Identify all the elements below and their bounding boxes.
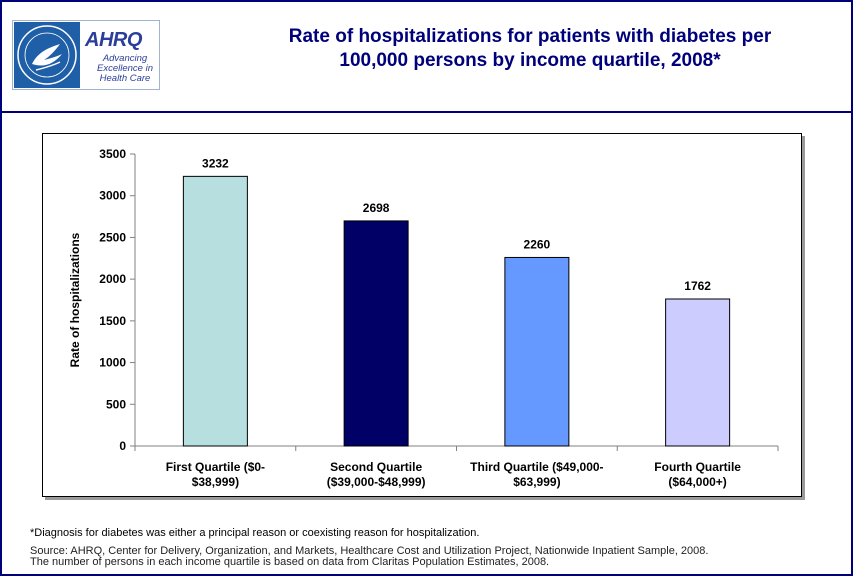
data-label: 1762 — [684, 279, 711, 293]
header-divider — [2, 111, 851, 113]
x-tick-label: $63,999) — [513, 475, 560, 489]
chart-bars — [182, 175, 731, 447]
data-label: 2260 — [524, 237, 551, 251]
y-tick-label: 0 — [119, 439, 126, 453]
source-line-2: The number of persons in each income qua… — [30, 556, 550, 568]
source-line-1: Source: AHRQ, Center for Delivery, Organ… — [30, 545, 709, 557]
chart-area: 0 500 1000 1500 2000 2500 3000 3500 Rate of hosp… — [42, 133, 802, 497]
ahrq-logo: AHRQ Advancing Excellence in Health Care — [12, 20, 160, 90]
x-tick-label: ($64,000+) — [668, 475, 726, 489]
data-label: 3232 — [202, 156, 229, 170]
y-tick-label: 3500 — [99, 147, 126, 161]
source-note: Source: AHRQ, Center for Delivery, Organ… — [30, 546, 830, 568]
y-tick-label: 3000 — [99, 189, 126, 203]
y-axis-title: Rate of hospitalizations — [68, 232, 82, 367]
ahrq-wordmark: AHRQ Advancing Excellence in Health Care — [85, 29, 159, 87]
x-tick-label: Fourth Quartile — [654, 460, 741, 474]
x-tick-label: First Quartile ($0- — [166, 460, 265, 474]
bar-chart: 0 500 1000 1500 2000 2500 3000 3500 Rate of hosp… — [68, 147, 779, 489]
y-tick-label: 1500 — [99, 314, 126, 328]
ahrq-tagline: Advancing Excellence in Health Care — [97, 53, 153, 84]
y-tick-label: 500 — [106, 397, 126, 411]
chart-labels: 0 500 1000 1500 2000 2500 3000 3500 Rate of hosp… — [68, 147, 741, 489]
x-tick-label: ($39,000-$48,999) — [327, 475, 426, 489]
title-line-1: Rate of hospitalizations for patients wi… — [288, 26, 772, 47]
x-tick-label: Third Quartile ($49,000- — [470, 460, 603, 474]
x-tick-label: Second Quartile — [330, 460, 422, 474]
bar — [665, 298, 731, 447]
bar — [182, 175, 248, 447]
ahrq-wordmark-text: AHRQ — [85, 29, 142, 51]
x-tick-label: $38,999) — [192, 475, 239, 489]
data-label: 2698 — [363, 201, 390, 215]
hhs-seal-icon — [14, 22, 80, 88]
y-tick-label: 2000 — [99, 272, 126, 286]
slide-title: Rate of hospitalizations for patients wi… — [250, 25, 810, 73]
bar — [504, 256, 570, 447]
y-tick-label: 2500 — [99, 230, 126, 244]
bar — [343, 220, 409, 447]
y-tick-label: 1000 — [99, 356, 126, 370]
footnote: *Diagnosis for diabetes was either a pri… — [30, 527, 480, 539]
title-line-2: 100,000 persons by income quartile, 2008… — [339, 50, 721, 71]
